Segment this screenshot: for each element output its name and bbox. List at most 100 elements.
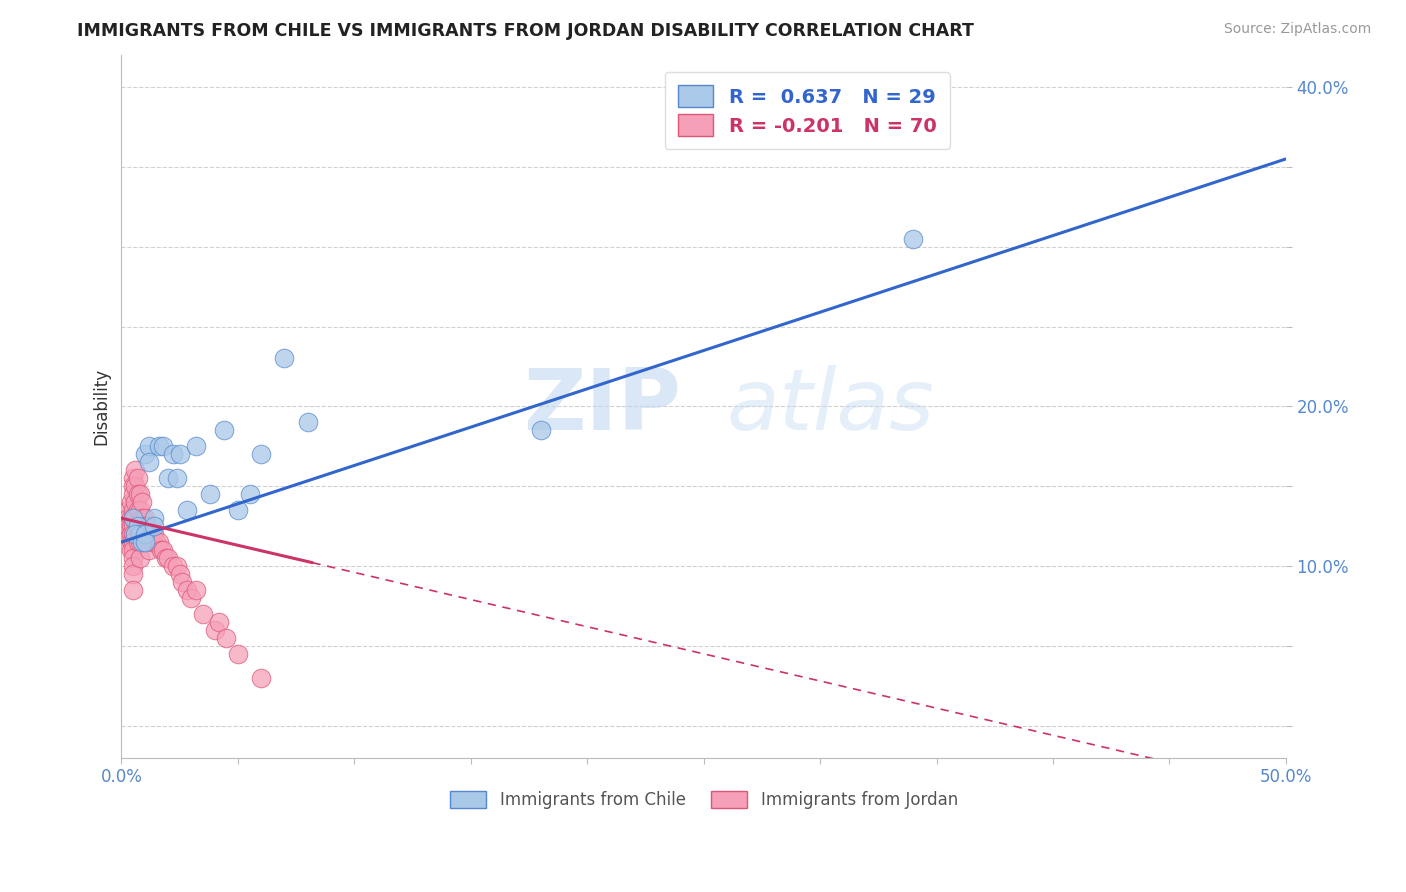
Point [129, 535, 152, 549]
Point [903, 232, 925, 246]
Text: ZIP: ZIP [523, 365, 681, 448]
Point [122, 567, 145, 582]
Point [120, 519, 142, 533]
Point [208, 615, 231, 629]
Point [131, 527, 153, 541]
Point [138, 527, 160, 541]
Point [124, 527, 146, 541]
Point [122, 511, 145, 525]
Point [129, 487, 152, 501]
Text: Source: ZipAtlas.com: Source: ZipAtlas.com [1223, 22, 1371, 37]
Text: IMMIGRANTS FROM CHILE VS IMMIGRANTS FROM JORDAN DISABILITY CORRELATION CHART: IMMIGRANTS FROM CHILE VS IMMIGRANTS FROM… [77, 22, 974, 40]
Point [530, 423, 553, 437]
Legend: Immigrants from Chile, Immigrants from Jordan: Immigrants from Chile, Immigrants from J… [443, 785, 965, 816]
Point [122, 543, 145, 558]
Point [122, 551, 145, 566]
Point [150, 543, 173, 558]
Point [250, 447, 273, 461]
Point [134, 535, 156, 549]
Point [131, 495, 153, 509]
Point [143, 511, 166, 525]
Point [136, 535, 159, 549]
Point [148, 439, 170, 453]
Point [122, 471, 145, 485]
Point [131, 535, 153, 549]
Point [138, 543, 160, 558]
Point [120, 527, 142, 541]
Point [122, 582, 145, 597]
Point [120, 543, 142, 558]
Point [184, 439, 207, 453]
Point [162, 559, 184, 574]
Point [122, 535, 145, 549]
Point [120, 511, 142, 525]
Point [204, 623, 226, 637]
Point [129, 551, 152, 566]
Point [115, 527, 138, 541]
Point [122, 503, 145, 517]
Point [122, 527, 145, 541]
Point [127, 503, 149, 517]
Point [180, 591, 202, 605]
Point [120, 495, 142, 509]
Point [152, 543, 174, 558]
Point [148, 535, 170, 549]
Point [145, 535, 167, 549]
Point [124, 463, 146, 477]
Point [166, 471, 188, 485]
Point [117, 519, 139, 533]
Point [129, 519, 152, 533]
Point [143, 527, 166, 541]
Point [134, 447, 156, 461]
Point [157, 551, 180, 566]
Point [122, 559, 145, 574]
Point [169, 447, 191, 461]
Point [122, 487, 145, 501]
Point [176, 582, 198, 597]
Point [136, 519, 159, 533]
Point [134, 519, 156, 533]
Point [226, 647, 249, 661]
Point [152, 439, 174, 453]
Point [226, 503, 249, 517]
Point [129, 527, 152, 541]
Point [124, 495, 146, 509]
Point [191, 607, 214, 621]
Point [155, 551, 177, 566]
Point [129, 503, 152, 517]
Point [134, 535, 156, 549]
Text: atlas: atlas [727, 365, 935, 448]
Point [138, 455, 160, 469]
Point [127, 519, 149, 533]
Point [120, 535, 142, 549]
Point [141, 535, 163, 549]
Point [115, 519, 138, 533]
Point [124, 479, 146, 493]
Point [212, 423, 235, 437]
Y-axis label: Disability: Disability [93, 368, 110, 445]
Point [122, 479, 145, 493]
Point [170, 574, 193, 589]
Point [184, 582, 207, 597]
Point [166, 559, 188, 574]
Point [122, 511, 145, 525]
Point [124, 511, 146, 525]
Point [250, 671, 273, 685]
Point [238, 487, 260, 501]
Point [134, 511, 156, 525]
Point [127, 519, 149, 533]
Point [134, 527, 156, 541]
Point [117, 503, 139, 517]
Point [117, 511, 139, 525]
Point [127, 487, 149, 501]
Point [127, 471, 149, 485]
Point [122, 519, 145, 533]
Point [131, 511, 153, 525]
Point [176, 503, 198, 517]
Point [169, 567, 191, 582]
Point [129, 527, 152, 541]
Point [138, 439, 160, 453]
Point [143, 519, 166, 533]
Point [157, 471, 180, 485]
Point [215, 631, 238, 645]
